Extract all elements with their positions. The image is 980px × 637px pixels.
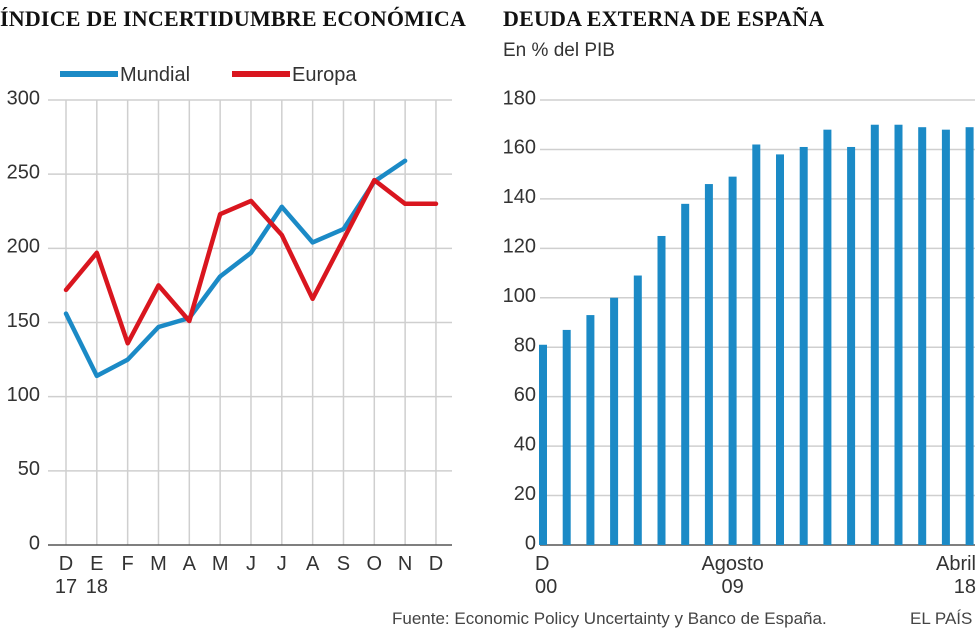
x-tick-label: D <box>59 553 73 575</box>
debt-bar <box>539 344 547 545</box>
x-tick-year-label: 00 <box>535 576 557 598</box>
right-chart-title: DEUDA EXTERNA DE ESPAÑA <box>503 6 825 31</box>
x-tick-label: M <box>212 553 229 575</box>
y-tick-label: 80 <box>514 335 536 357</box>
x-tick-year-label: 18 <box>954 576 976 598</box>
x-tick-label: D <box>429 553 443 575</box>
y-tick-label: 100 <box>7 384 40 406</box>
debt-bar <box>918 127 927 545</box>
y-tick-label: 60 <box>514 384 536 406</box>
x-tick-year-label: 09 <box>721 576 743 598</box>
debt-bar <box>965 127 974 545</box>
debt-bar <box>941 129 950 545</box>
x-tick-label: N <box>398 553 412 575</box>
x-tick-label: S <box>337 553 350 575</box>
debt-bar <box>894 124 903 545</box>
europa-line <box>63 177 439 346</box>
brand-label: EL PAÍS <box>910 609 973 628</box>
y-tick-label: 250 <box>7 161 40 183</box>
y-tick-label: 150 <box>7 310 40 332</box>
y-tick-label: 40 <box>514 433 536 455</box>
x-tick-label: M <box>150 553 167 575</box>
x-tick-label: J <box>246 553 256 575</box>
legend-label-mundial: Mundial <box>120 64 190 86</box>
debt-bar <box>681 203 690 546</box>
right-chart-subtitle: En % del PIB <box>503 40 615 61</box>
x-tick-label: J <box>277 553 287 575</box>
debt-bar <box>586 315 595 545</box>
debt-bar <box>657 235 666 545</box>
source-note: Fuente: Economic Policy Uncertainty y Ba… <box>392 609 827 628</box>
debt-bar <box>704 184 713 546</box>
debt-bar <box>847 146 856 545</box>
x-tick-label: D <box>535 553 549 575</box>
x-tick-label: E <box>90 553 103 575</box>
debt-bar <box>752 144 761 545</box>
debt-bar <box>633 275 642 545</box>
debt-bar <box>776 154 784 545</box>
y-tick-label: 120 <box>503 236 536 258</box>
y-tick-label: 140 <box>503 186 536 208</box>
y-tick-label: 0 <box>29 532 40 554</box>
y-tick-label: 50 <box>18 458 40 480</box>
legend-label-europa: Europa <box>292 64 357 86</box>
x-tick-year-label: 18 <box>86 576 108 598</box>
debt-bar <box>799 146 808 545</box>
debt-bar <box>728 176 737 545</box>
x-tick-label: A <box>306 553 320 575</box>
mundial-line <box>63 158 408 379</box>
y-tick-label: 20 <box>514 483 536 505</box>
x-tick-label: O <box>367 553 383 575</box>
x-tick-label: Abril <box>936 553 976 575</box>
x-tick-label: Agosto <box>701 553 763 575</box>
debt-bar <box>562 329 571 545</box>
left-chart-title: ÍNDICE DE INCERTIDUMBRE ECONÓMICA <box>0 6 467 31</box>
y-tick-label: 0 <box>525 532 536 554</box>
y-tick-label: 300 <box>7 87 40 109</box>
x-tick-label: F <box>122 553 134 575</box>
y-tick-label: 200 <box>7 236 40 258</box>
debt-bar <box>870 124 879 545</box>
y-tick-label: 180 <box>503 87 536 109</box>
y-tick-label: 160 <box>503 137 536 159</box>
y-tick-label: 100 <box>503 285 536 307</box>
x-tick-year-label: 17 <box>55 576 77 598</box>
debt-bar <box>823 129 832 545</box>
x-tick-label: A <box>183 553 197 575</box>
debt-bar <box>610 297 619 545</box>
